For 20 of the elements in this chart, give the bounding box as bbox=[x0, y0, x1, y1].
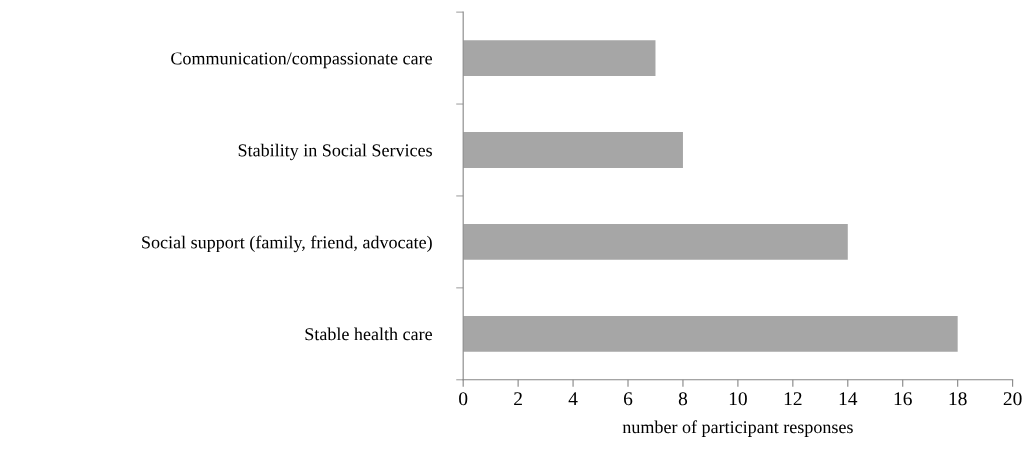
bar bbox=[463, 315, 958, 352]
y-tick-label: Communication/compassionate care bbox=[171, 52, 432, 69]
y-tick-label: Stability in Social Services bbox=[238, 143, 432, 161]
x-tick-label: 2 bbox=[514, 392, 522, 406]
x-tick-label: 4 bbox=[568, 392, 578, 406]
bar bbox=[463, 40, 656, 76]
x-tick-label: 18 bbox=[949, 392, 967, 406]
x-tick-label: 12 bbox=[784, 392, 802, 406]
x-tick-label: 10 bbox=[729, 392, 747, 406]
bar bbox=[463, 223, 848, 260]
bar bbox=[463, 132, 683, 168]
x-tick-label: 0 bbox=[459, 392, 468, 406]
x-axis-title: number of participant responses bbox=[622, 420, 853, 437]
y-tick-label: Social support (family, friend, advocate) bbox=[142, 235, 432, 253]
x-tick-label: 8 bbox=[678, 392, 688, 406]
x-tick-label: 20 bbox=[1003, 392, 1022, 406]
x-tick-label: 16 bbox=[894, 392, 912, 406]
x-tick-label: 6 bbox=[623, 392, 633, 406]
x-tick-label: 14 bbox=[839, 392, 858, 406]
y-tick-label: Stable health care bbox=[305, 327, 432, 341]
